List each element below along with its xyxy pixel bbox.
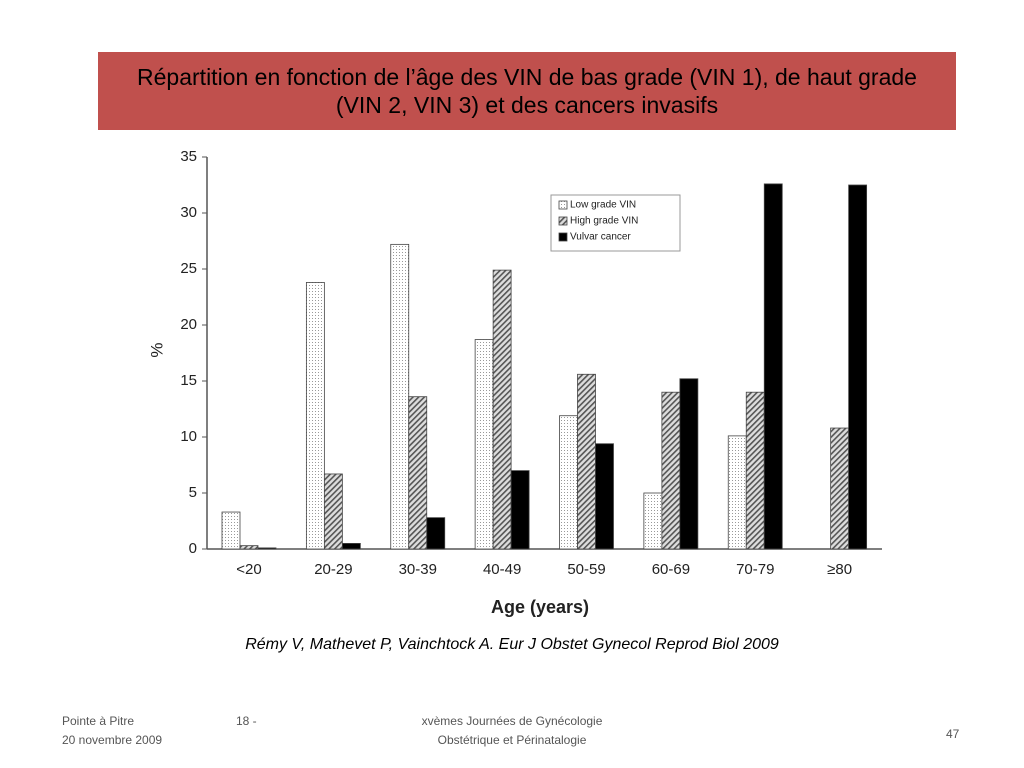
bar [323, 473, 343, 550]
slide-title: Répartition en fonction de l’âge des VIN… [98, 52, 956, 130]
y-axis-label: % [147, 342, 166, 357]
y-tick-label: 35 [180, 148, 197, 165]
y-tick-label: 10 [180, 428, 197, 445]
bar [257, 547, 277, 550]
y-tick-label: 20 [180, 316, 197, 333]
bar [341, 543, 361, 550]
event-line: Obstétrique et Périnatalogie [437, 733, 587, 747]
x-tick-label: 30-39 [399, 561, 437, 578]
x-axis-label: Age (years) [491, 597, 589, 617]
legend-swatch [558, 200, 568, 210]
bar [727, 435, 747, 550]
bar [595, 443, 614, 550]
bar [492, 269, 512, 550]
y-tick-label: 15 [180, 372, 197, 389]
bar [239, 545, 259, 550]
bar [830, 427, 850, 550]
bar [510, 470, 530, 550]
event-line: xvèmes Journées de Gynécologie [421, 714, 603, 728]
bar [643, 492, 663, 550]
bar [661, 391, 681, 550]
x-tick-label: <20 [236, 561, 261, 578]
footer-event: xvèmes Journées de Gynécologie Obstétriqu… [362, 712, 662, 750]
x-tick-label: 70-79 [736, 561, 774, 578]
x-tick-label: 40-49 [483, 561, 521, 578]
slide-number: 47 [946, 727, 960, 741]
y-tick-label: 0 [189, 540, 197, 557]
bar [305, 282, 325, 550]
legend-label: Low grade VIN [570, 200, 636, 211]
date: 20 novembre 2009 [62, 733, 163, 747]
x-tick-label: 20-29 [314, 561, 352, 578]
legend-swatch [558, 232, 568, 242]
bar [763, 183, 783, 550]
bar [426, 517, 446, 550]
x-tick-label: ≥80 [827, 561, 852, 578]
y-tick-label: 30 [180, 204, 197, 221]
bar [679, 378, 699, 550]
bar [221, 511, 241, 550]
footer-page-ref: 18 - [236, 714, 257, 728]
legend-swatch [558, 216, 568, 226]
legend-box [550, 194, 681, 252]
bar [577, 373, 596, 550]
bar [408, 396, 428, 550]
bar [474, 339, 494, 550]
y-tick-label: 25 [180, 260, 197, 277]
legend-label: Vulvar cancer [570, 232, 631, 243]
citation: Rémy V, Mathevet P, Vainchtock A. Eur J … [245, 636, 779, 653]
legend-label: High grade VIN [570, 216, 638, 227]
x-tick-label: 50-59 [567, 561, 605, 578]
x-tick-label: 60-69 [652, 561, 690, 578]
y-tick-label: 5 [189, 484, 197, 501]
bar [390, 243, 410, 550]
bar [559, 415, 578, 550]
place: Pointe à Pitre [62, 714, 135, 728]
footer-place: Pointe à Pitre 20 novembre 2009 [62, 712, 162, 750]
bar [848, 184, 868, 550]
bar [745, 391, 765, 550]
